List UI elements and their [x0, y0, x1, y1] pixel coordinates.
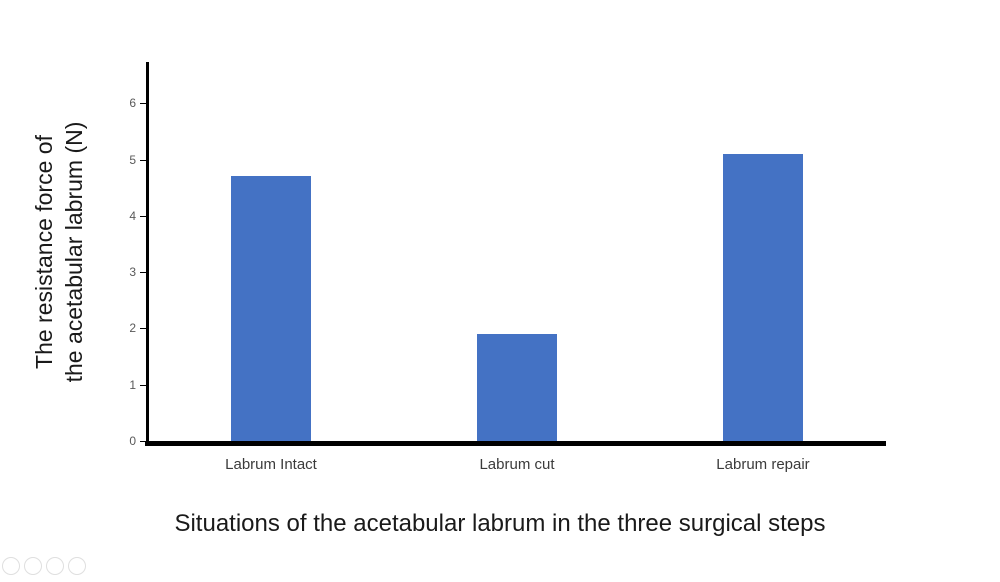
y-axis-title-line1: The resistance force of	[31, 135, 57, 369]
watermark-circle-icon	[68, 557, 86, 575]
y-tick-mark	[140, 216, 146, 217]
x-axis-title: Situations of the acetabular labrum in t…	[174, 510, 826, 537]
y-tick-label: 0	[129, 434, 136, 448]
x-category-label: Labrum repair	[716, 456, 810, 473]
y-axis-title: The resistance force of the acetabular l…	[29, 52, 91, 452]
y-tick-mark	[140, 328, 146, 329]
y-tick-label: 2	[129, 321, 136, 335]
watermark-circle-icon	[24, 557, 42, 575]
y-tick-label: 3	[129, 265, 136, 279]
y-tick-mark	[140, 441, 146, 442]
x-category-label: Labrum cut	[479, 456, 555, 473]
y-tick-label: 5	[129, 153, 136, 167]
y-tick-mark	[140, 160, 146, 161]
bar-labrum-intact	[231, 176, 311, 441]
watermark-circle-icon	[46, 557, 64, 575]
x-axis-line	[145, 441, 886, 446]
y-tick-label: 4	[129, 209, 136, 223]
y-tick-mark	[140, 272, 146, 273]
y-axis-title-line2: the acetabular labrum (N)	[61, 121, 87, 383]
y-tick-label: 1	[129, 378, 136, 392]
y-axis-line	[146, 62, 149, 444]
bar-labrum-cut	[477, 334, 557, 441]
y-tick-mark	[140, 385, 146, 386]
y-tick-mark	[140, 103, 146, 104]
watermark-circle-icon	[2, 557, 20, 575]
x-category-label: Labrum Intact	[225, 456, 317, 473]
y-tick-label: 6	[129, 96, 136, 110]
bar-labrum-repair	[723, 154, 803, 441]
